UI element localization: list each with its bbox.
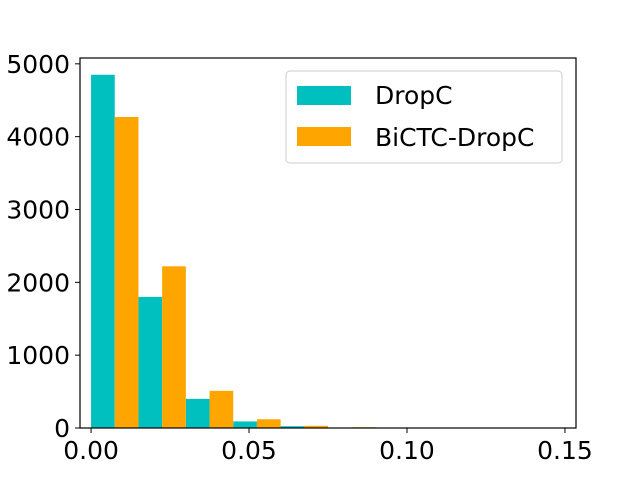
- y-tick-label: 4000: [6, 123, 70, 152]
- bar-bictc-dropc-bin-0: [114, 117, 139, 428]
- bar-bictc-dropc-bin-3: [256, 419, 281, 428]
- legend-swatch-bictc-dropc: [297, 127, 351, 146]
- bar-bictc-dropc-bin-2: [209, 390, 234, 428]
- bar-bictc-dropc-bin-1: [162, 266, 186, 428]
- legend-box: [285, 70, 563, 164]
- x-tick-label: 0.05: [221, 436, 277, 465]
- bar-dropc-bin-2: [185, 398, 210, 428]
- x-tick-label: 0.10: [379, 436, 435, 465]
- x-tick-label: 0.00: [63, 436, 119, 465]
- bar-dropc-bin-0: [91, 74, 115, 428]
- bar-dropc-bin-4: [280, 426, 305, 428]
- legend-label-dropc: DropC: [375, 81, 453, 110]
- y-tick-label: 0: [54, 414, 70, 443]
- ticks-layer: 0.00 0.05 0.10 0.15 0 1000 2000 3000 4000 5000: [6, 50, 592, 465]
- x-tick-label: 0.15: [537, 436, 593, 465]
- bar-dropc-bin-3: [233, 421, 257, 428]
- axes-frame: [79, 57, 577, 429]
- legend: DropC BiCTC-DropC: [285, 70, 563, 164]
- y-tick-label: 3000: [6, 195, 70, 224]
- y-tick-label: 1000: [6, 341, 70, 370]
- y-tick-label: 2000: [6, 268, 70, 297]
- y-tick-label: 5000: [6, 50, 70, 79]
- bar-bictc-dropc-bin-4: [304, 425, 328, 428]
- bar-dropc-bin-1: [138, 296, 163, 428]
- legend-label-bictc-dropc: BiCTC-DropC: [375, 123, 534, 152]
- legend-swatch-dropc: [297, 86, 351, 105]
